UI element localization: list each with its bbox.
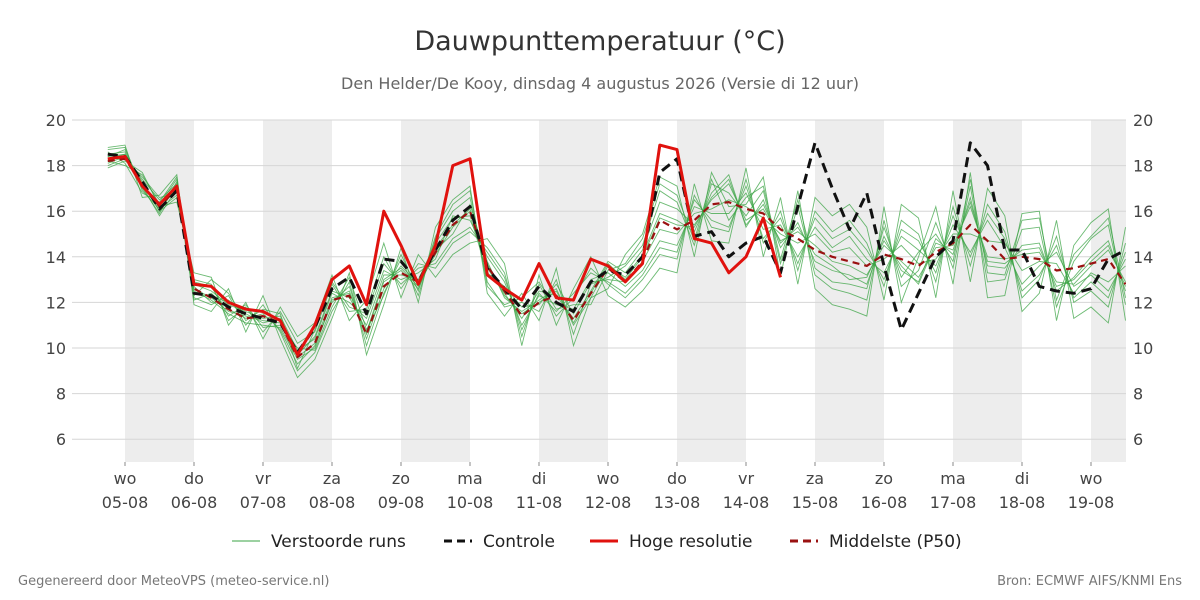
main-series <box>107 141 1126 359</box>
series-hoge-resolutie <box>107 143 782 357</box>
perturbed-run-line <box>107 146 1126 351</box>
chart-subtitle: Den Helder/De Kooy, dinsdag 4 augustus 2… <box>341 74 859 93</box>
y-tick-label-right: 20 <box>1133 111 1153 130</box>
x-tick-date: 05-08 <box>102 493 149 512</box>
x-tick-date: 06-08 <box>171 493 218 512</box>
x-tick-day: zo <box>392 469 410 488</box>
x-tick-date: 19-08 <box>1068 493 1115 512</box>
y-tick-label-right: 16 <box>1133 202 1153 221</box>
y-tick-label-left: 10 <box>46 339 66 358</box>
axis-ticks: 6 6 8 8 10 10 12 12 14 14 16 16 18 18 20 20 wo 05-08 do 06-… <box>46 111 1154 512</box>
x-tick-date: 11-08 <box>516 493 563 512</box>
x-tick-date: 08-08 <box>309 493 356 512</box>
x-tick-day: di <box>532 469 547 488</box>
x-tick-day: di <box>1015 469 1030 488</box>
legend-label: Controle <box>483 532 555 552</box>
x-tick-date: 12-08 <box>585 493 632 512</box>
y-tick-label-right: 10 <box>1133 339 1153 358</box>
y-tick-label-right: 8 <box>1133 385 1143 404</box>
x-tick-day: za <box>323 469 341 488</box>
y-tick-label-right: 12 <box>1133 293 1153 312</box>
x-tick-day: ma <box>940 469 965 488</box>
x-tick-day: wo <box>1080 469 1103 488</box>
legend-label: Verstoorde runs <box>271 532 406 552</box>
y-tick-label-right: 18 <box>1133 157 1153 176</box>
day-band <box>953 120 1022 462</box>
day-band <box>677 120 746 462</box>
x-tick-date: 10-08 <box>447 493 494 512</box>
y-tick-label-left: 16 <box>46 202 66 221</box>
day-band <box>815 120 884 462</box>
chart-title: Dauwpunttemperatuur (°C) <box>414 26 785 57</box>
x-tick-day: wo <box>597 469 620 488</box>
legend-label: Middelste (P50) <box>829 532 962 552</box>
legend: Verstoorde runs Controle Hoge resolutie Mid… <box>232 532 962 552</box>
x-tick-date: 18-08 <box>999 493 1046 512</box>
x-tick-date: 07-08 <box>240 493 287 512</box>
y-tick-label-left: 20 <box>46 111 66 130</box>
x-tick-day: do <box>184 469 204 488</box>
x-tick-date: 15-08 <box>792 493 839 512</box>
perturbed-run-line <box>107 160 1126 346</box>
y-tick-label-left: 14 <box>46 248 66 267</box>
x-tick-date: 17-08 <box>930 493 977 512</box>
y-tick-label-right: 6 <box>1133 430 1143 449</box>
legend-label: Hoge resolutie <box>629 532 753 552</box>
x-tick-date: 14-08 <box>723 493 770 512</box>
footer-source: Bron: ECMWF AIFS/KNMI Ens <box>997 574 1182 589</box>
y-tick-label-right: 14 <box>1133 248 1153 267</box>
x-tick-day: wo <box>114 469 137 488</box>
x-tick-date: 16-08 <box>861 493 908 512</box>
x-tick-day: vr <box>738 469 754 488</box>
perturbed-run-line <box>107 153 1126 345</box>
x-tick-day: vr <box>255 469 271 488</box>
y-tick-label-left: 8 <box>56 385 66 404</box>
x-tick-day: za <box>806 469 824 488</box>
weekend-bands <box>125 120 1126 462</box>
footer-generated-by: Gegenereerd door MeteoVPS (meteo-service… <box>18 574 329 589</box>
x-tick-day: zo <box>875 469 893 488</box>
x-tick-date: 13-08 <box>654 493 701 512</box>
x-tick-day: ma <box>457 469 482 488</box>
grid-lines <box>72 119 1126 440</box>
day-band <box>263 120 332 462</box>
y-tick-label-left: 18 <box>46 157 66 176</box>
y-tick-label-left: 12 <box>46 293 66 312</box>
y-tick-label-left: 6 <box>56 430 66 449</box>
day-band <box>401 120 470 462</box>
x-tick-day: do <box>667 469 687 488</box>
x-tick-date: 09-08 <box>378 493 425 512</box>
